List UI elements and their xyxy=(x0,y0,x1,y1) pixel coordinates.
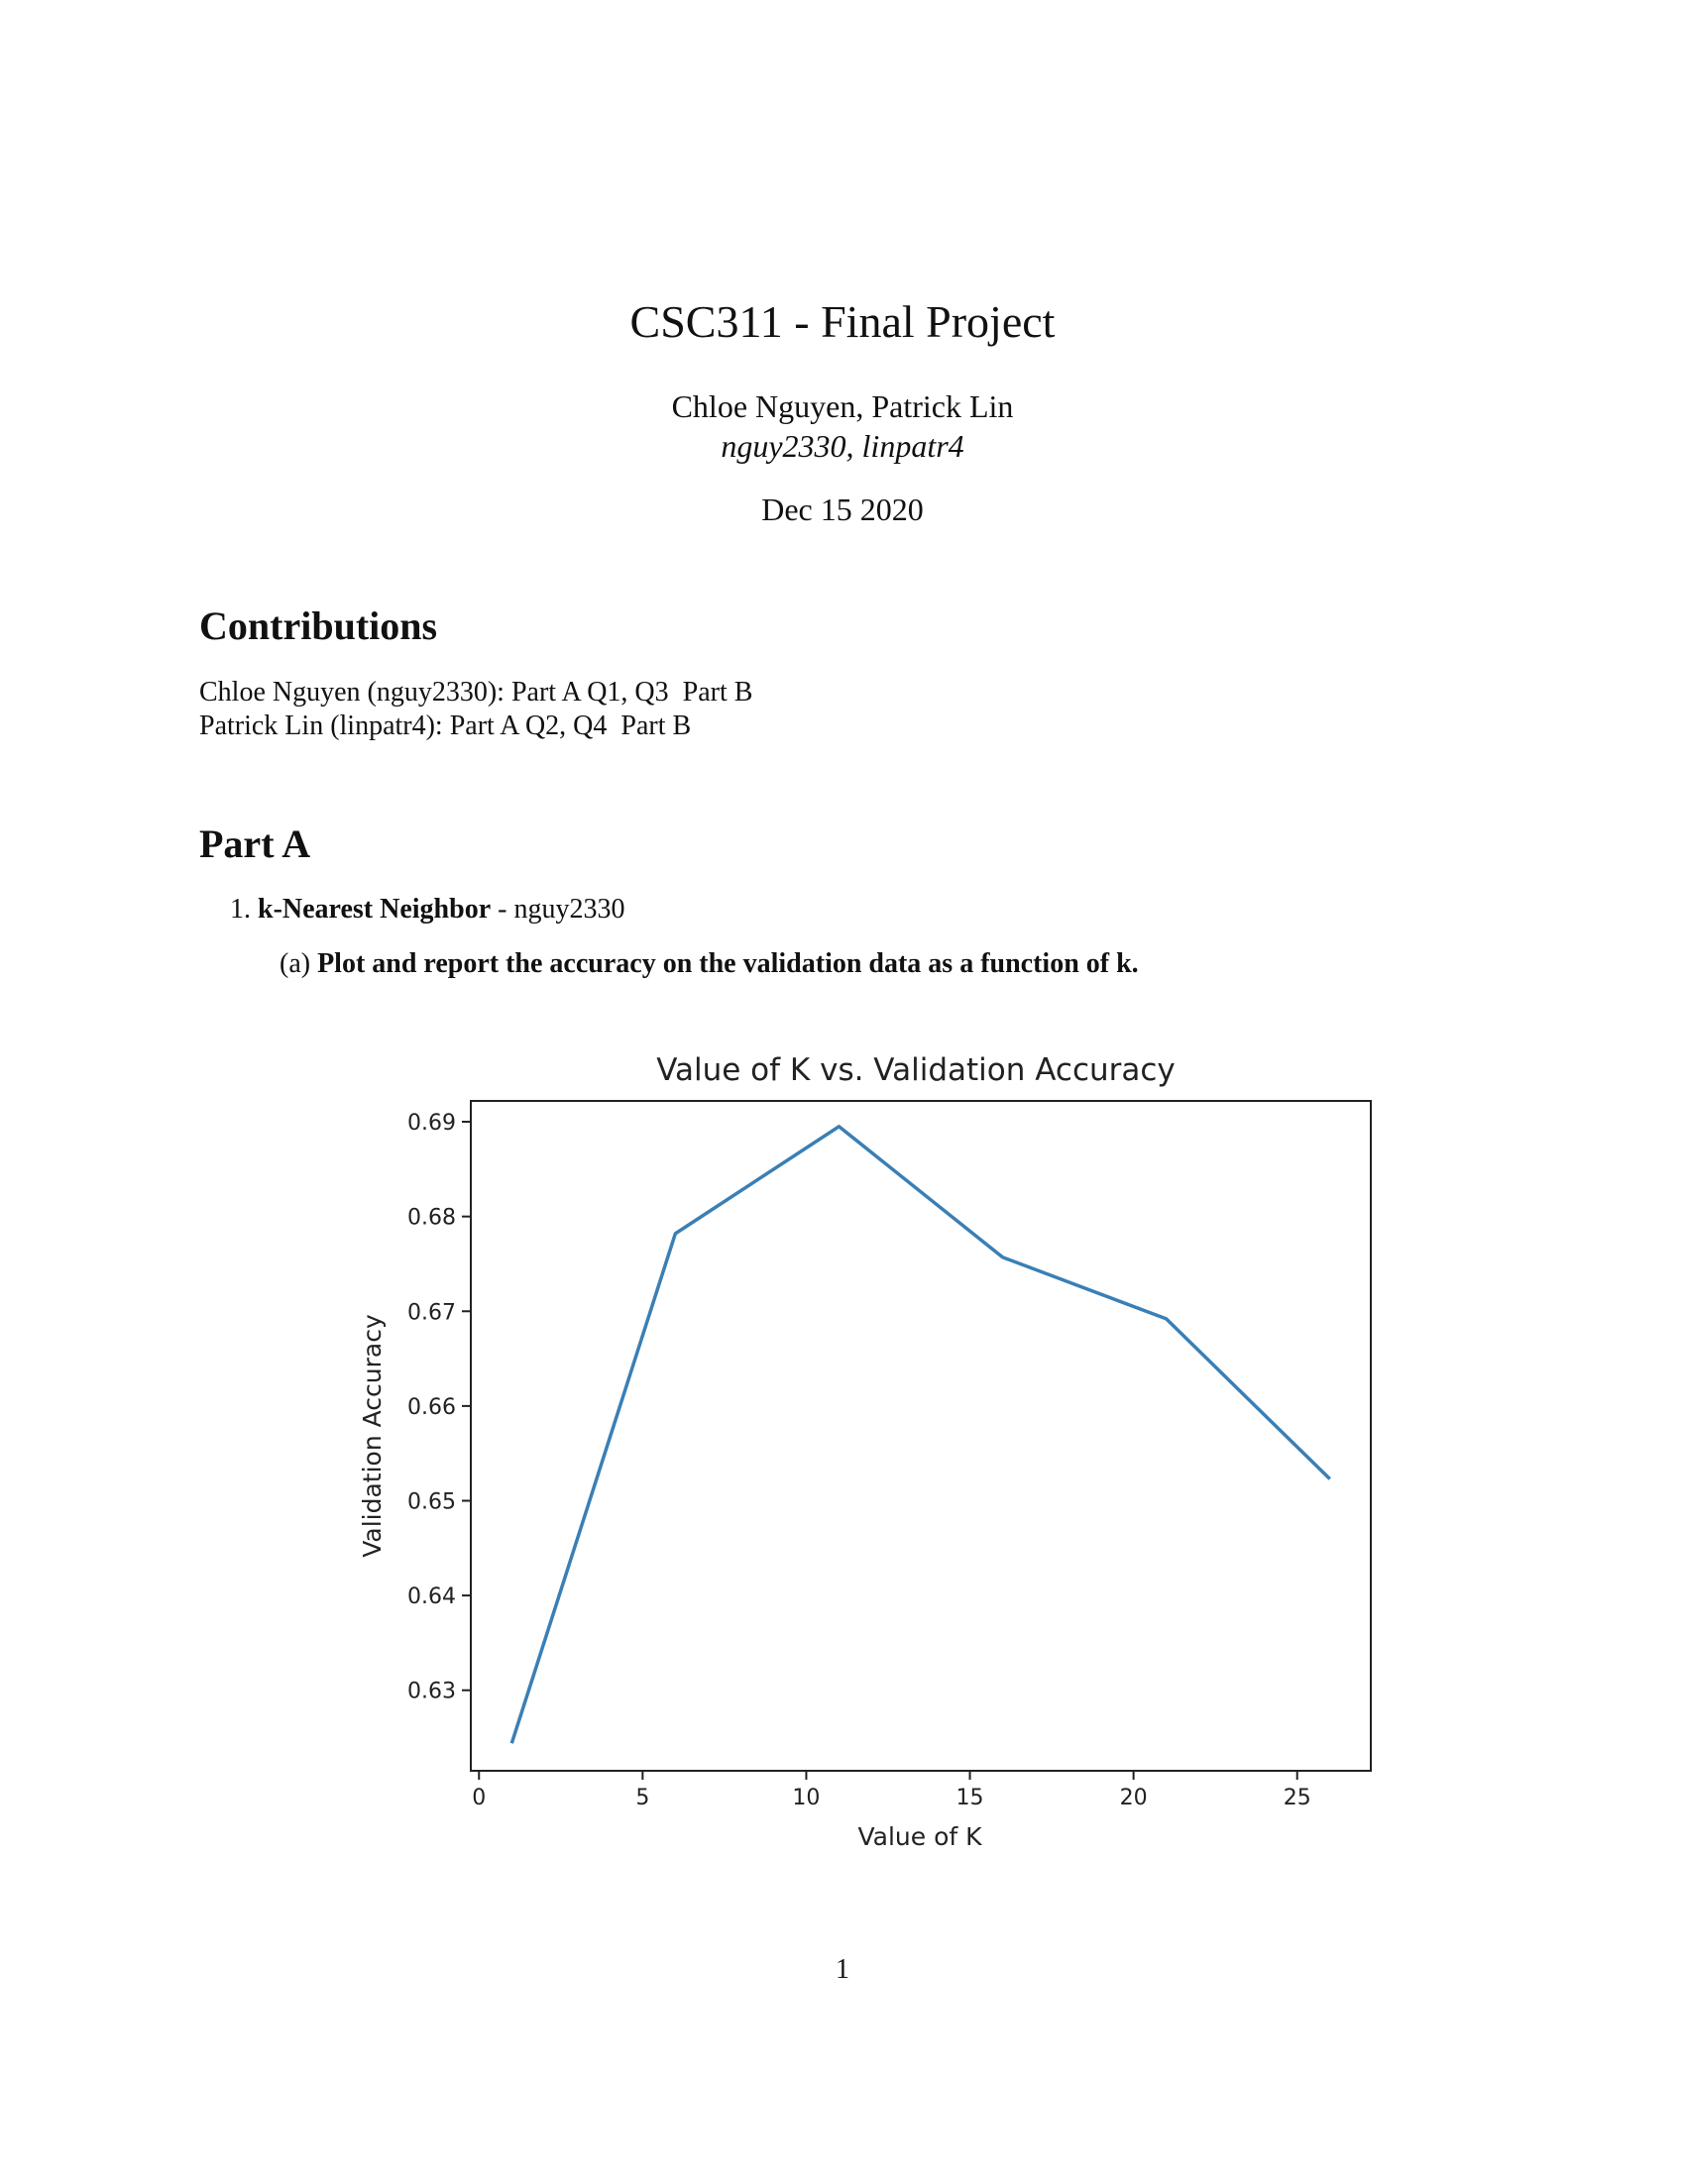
author-names: Chloe Nguyen, Patrick Lin xyxy=(0,388,1685,425)
x-tick-label: 15 xyxy=(956,1786,984,1810)
subquestion-text: Plot and report the accuracy on the vali… xyxy=(317,948,1139,979)
y-tick-label: 0.69 xyxy=(407,1111,456,1136)
y-axis-ticks: 0.63 0.64 0.65 0.66 0.67 0.68 0.69 xyxy=(407,1111,471,1704)
x-tick-label: 20 xyxy=(1120,1786,1148,1810)
y-tick-label: 0.63 xyxy=(407,1680,456,1704)
series-line-0 xyxy=(511,1127,1329,1743)
series-layer xyxy=(511,1127,1330,1744)
document-date: Dec 15 2020 xyxy=(0,491,1685,528)
question-suffix: - nguy2330 xyxy=(491,894,624,925)
x-tick-label: 0 xyxy=(472,1786,486,1810)
subquestion-a: (a) Plot and report the accuracy on the … xyxy=(280,948,1139,980)
contribution-line-nguyen: Chloe Nguyen (nguy2330): Part A Q1, Q3 P… xyxy=(199,677,752,709)
question-title: k-Nearest Neighbor xyxy=(258,894,491,925)
y-tick-label: 0.64 xyxy=(407,1584,456,1609)
contributions-heading: Contributions xyxy=(199,602,437,649)
question-1: 1. k-Nearest Neighbor - nguy2330 xyxy=(230,894,624,926)
page-number: 1 xyxy=(0,1954,1685,1986)
document-title: CSC311 - Final Project xyxy=(0,295,1685,348)
x-tick-label: 25 xyxy=(1284,1786,1311,1810)
x-axis-ticks: 0 5 10 15 20 25 xyxy=(472,1771,1310,1810)
y-tick-label: 0.68 xyxy=(407,1206,456,1231)
y-tick-label: 0.66 xyxy=(407,1395,456,1420)
contribution-line-lin: Patrick Lin (linpatr4): Part A Q2, Q4 Pa… xyxy=(199,710,691,742)
y-axis-label: Validation Accuracy xyxy=(358,1314,387,1558)
x-tick-label: 10 xyxy=(792,1786,820,1810)
subquestion-label: (a) xyxy=(280,948,310,979)
author-ids: nguy2330, linpatr4 xyxy=(0,428,1685,465)
chart-title: Value of K vs. Validation Accuracy xyxy=(656,1052,1176,1088)
plot-area-frame xyxy=(471,1101,1371,1771)
part-a-heading: Part A xyxy=(199,820,310,867)
y-tick-label: 0.65 xyxy=(407,1489,456,1514)
y-tick-label: 0.67 xyxy=(407,1300,456,1325)
x-tick-label: 5 xyxy=(635,1786,649,1810)
question-number: 1. xyxy=(230,894,251,925)
x-axis-label: Value of K xyxy=(857,1822,982,1851)
